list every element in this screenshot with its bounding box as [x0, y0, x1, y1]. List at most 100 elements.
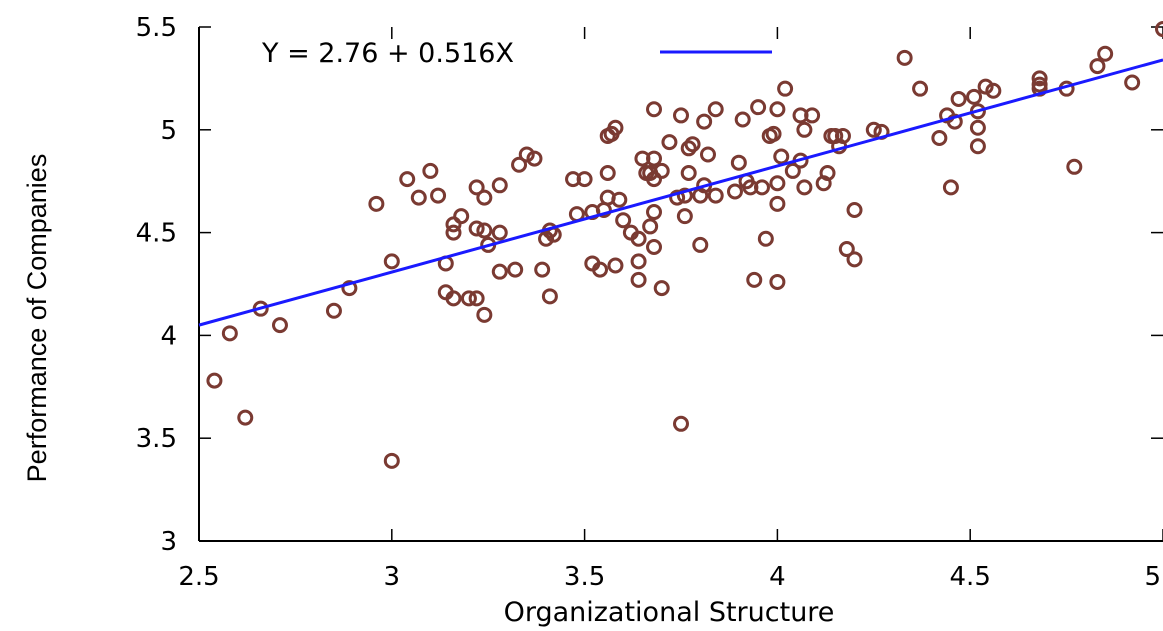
- y-tick-label: 5: [160, 116, 177, 146]
- data-point: [769, 101, 786, 118]
- y-tick-label: 3.5: [136, 424, 177, 454]
- data-point: [777, 80, 794, 97]
- data-point: [630, 271, 647, 288]
- data-point: [422, 162, 439, 179]
- data-point: [773, 148, 790, 165]
- data-point: [669, 189, 686, 206]
- legend-label: Y = 2.76 + 0.516X: [261, 38, 514, 69]
- data-point: [630, 253, 647, 270]
- data-point: [684, 136, 701, 153]
- data-point: [526, 150, 543, 167]
- data-point: [538, 230, 555, 247]
- data-point: [611, 191, 628, 208]
- data-point: [1066, 158, 1083, 175]
- y-tick-label: 5.5: [136, 13, 177, 43]
- data-point: [896, 49, 913, 66]
- data-point: [726, 183, 743, 200]
- data-point: [692, 236, 709, 253]
- data-point: [476, 189, 493, 206]
- y-axis: 3 3.5 4 4.5 5 5.5: [136, 13, 1163, 557]
- data-point: [680, 140, 697, 157]
- data-point: [507, 261, 524, 278]
- data-point: [445, 224, 462, 241]
- data-point: [491, 224, 508, 241]
- regression-line: [198, 58, 1163, 327]
- data-point: [646, 204, 663, 221]
- legend: Y = 2.76 + 0.516X: [261, 38, 772, 69]
- data-point: [931, 130, 948, 147]
- data-point: [325, 302, 342, 319]
- y-tick-label: 4: [160, 321, 177, 351]
- data-point: [673, 415, 689, 432]
- data-point: [607, 119, 624, 136]
- data-point: [750, 99, 767, 116]
- data-point: [769, 175, 786, 192]
- data-point: [206, 372, 223, 389]
- x-tick-label: 4.5: [950, 562, 991, 592]
- data-point: [946, 113, 963, 130]
- data-point: [237, 409, 254, 426]
- data-point: [430, 187, 447, 204]
- data-point: [1155, 21, 1163, 38]
- data-point: [757, 230, 774, 247]
- x-axis: 2.5 3 3.5 4 4.5 5: [178, 27, 1163, 592]
- x-tick-label: 2.5: [178, 562, 219, 592]
- data-point: [1031, 76, 1048, 93]
- data-point: [476, 222, 493, 239]
- x-tick-label: 4: [769, 562, 786, 592]
- x-axis-label: Organizational Structure: [504, 597, 835, 628]
- data-point: [541, 288, 558, 305]
- data-point: [699, 146, 716, 163]
- x-tick-label: 3: [384, 562, 401, 592]
- data-point: [950, 90, 967, 107]
- data-point: [221, 325, 238, 342]
- data-point: [696, 113, 713, 130]
- data-point: [804, 107, 821, 124]
- data-point: [796, 121, 813, 138]
- data-point: [846, 201, 863, 218]
- data-point: [707, 101, 724, 118]
- data-point: [642, 218, 659, 235]
- data-point: [271, 317, 288, 334]
- x-tick-label: 5: [1144, 562, 1161, 592]
- data-point: [676, 187, 693, 204]
- data-point: [865, 121, 882, 138]
- data-point: [383, 253, 400, 270]
- data-point: [1089, 58, 1106, 75]
- y-tick-label: 3: [160, 527, 177, 557]
- data-point: [453, 208, 470, 225]
- data-point: [838, 241, 855, 258]
- data-point: [615, 212, 632, 229]
- data-point: [468, 220, 485, 237]
- data-point: [491, 177, 508, 194]
- data-point: [576, 171, 593, 188]
- data-point: [753, 179, 770, 196]
- data-point: [673, 107, 689, 124]
- data-point: [468, 179, 485, 196]
- data-point: [834, 127, 851, 144]
- data-point: [646, 238, 663, 255]
- data-point: [977, 78, 994, 95]
- data-point: [942, 179, 959, 196]
- data-point: [468, 290, 485, 307]
- data-point: [653, 280, 670, 297]
- data-point: [661, 134, 678, 151]
- data-point: [1124, 74, 1141, 91]
- data-point: [746, 271, 763, 288]
- data-point: [534, 261, 551, 278]
- data-point: [399, 171, 416, 188]
- data-point: [784, 162, 801, 179]
- data-point: [680, 164, 697, 181]
- regression-line-layer: [198, 58, 1163, 327]
- data-point: [1097, 45, 1114, 62]
- data-point: [707, 187, 724, 204]
- y-tick-label: 4.5: [136, 219, 177, 249]
- data-point: [646, 150, 663, 167]
- data-point: [966, 88, 983, 105]
- data-point: [630, 230, 647, 247]
- data-point: [368, 195, 385, 212]
- data-point: [730, 154, 747, 171]
- data-point: [1031, 70, 1048, 87]
- data-point: [476, 306, 493, 323]
